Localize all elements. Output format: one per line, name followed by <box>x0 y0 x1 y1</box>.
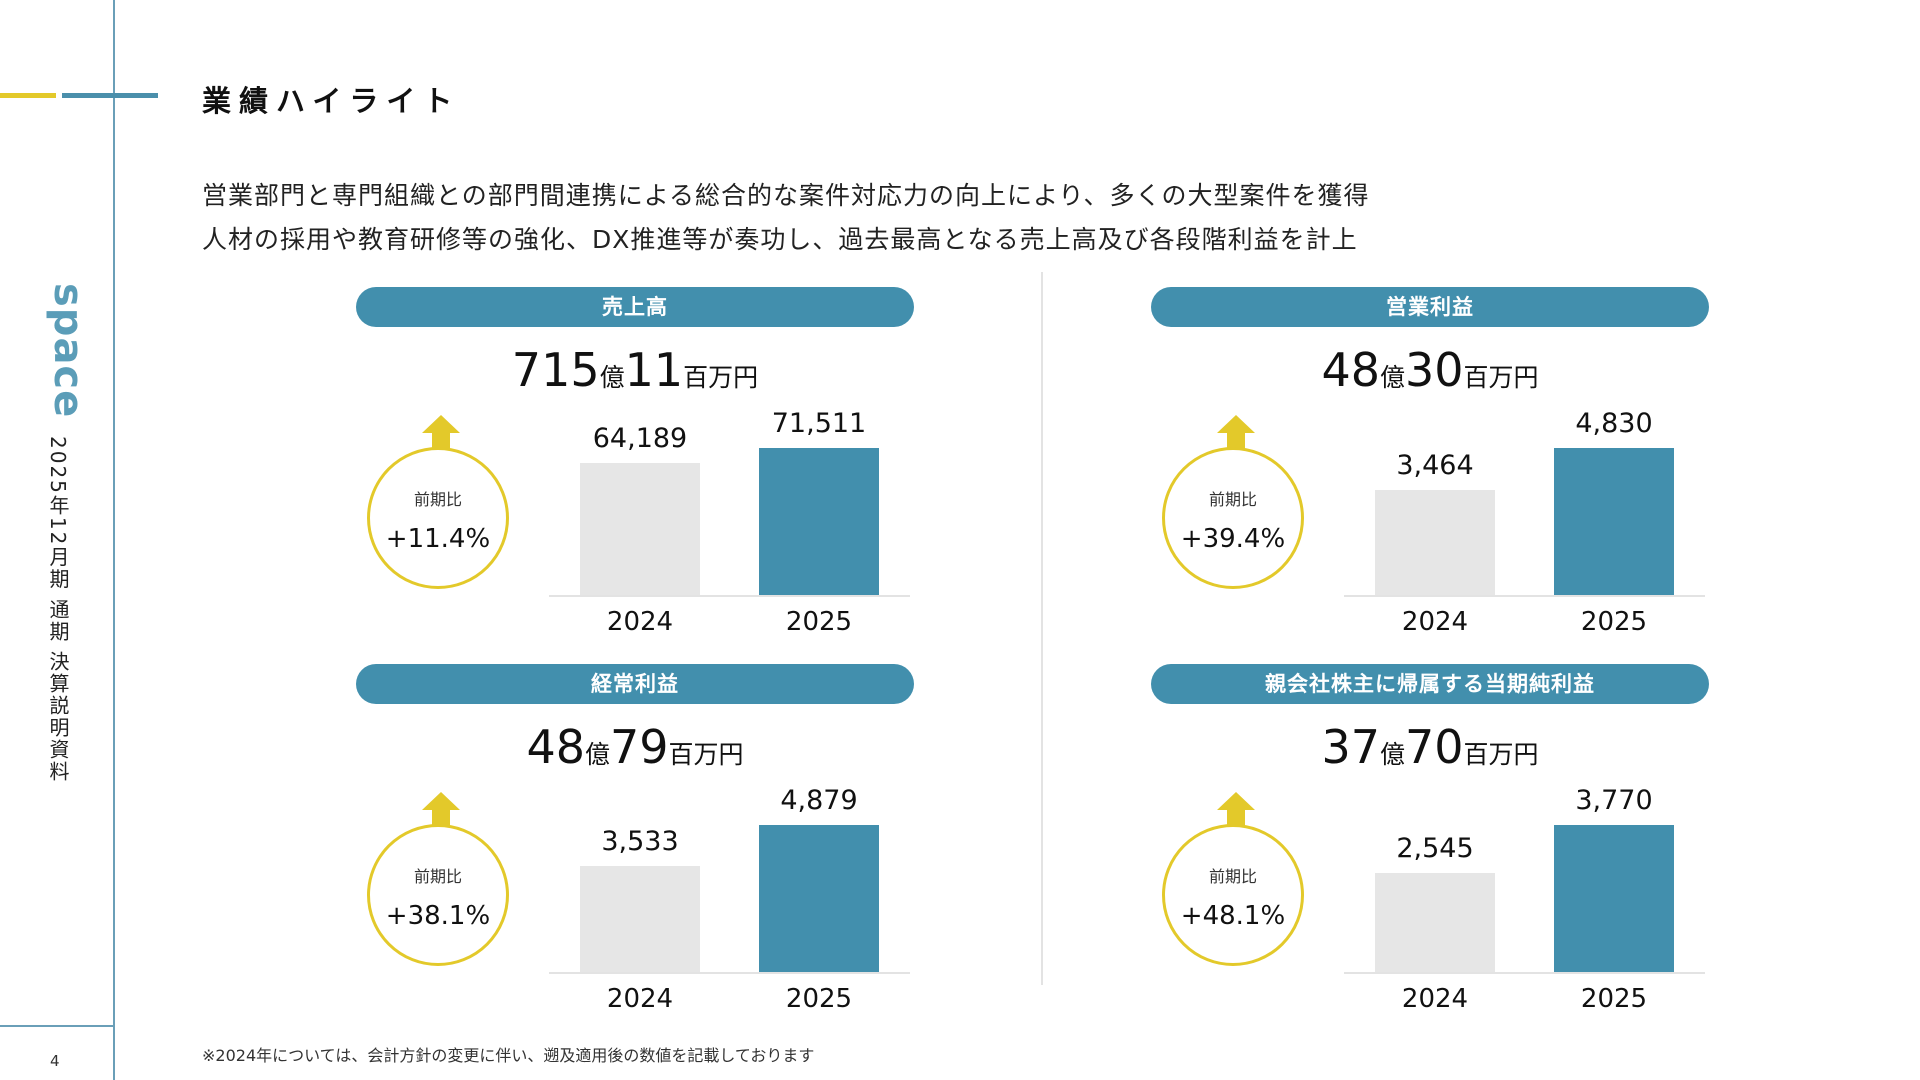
yoy-value: +11.4% <box>385 524 491 554</box>
bar-value-label: 4,879 <box>780 785 858 816</box>
headline-oku-unit: 億 <box>599 363 625 392</box>
x-tick-label: 2024 <box>606 607 674 637</box>
lead-line-1: 営業部門と専門組織との部門間連携による総合的な案件対応力の向上により、多くの大型… <box>202 181 1370 210</box>
accent-bar-blue <box>62 93 158 98</box>
headline-million-unit: 百万円 <box>668 740 744 769</box>
x-tick-label: 2025 <box>1580 607 1648 637</box>
headline-million: 79 <box>610 720 669 774</box>
yoy-label: 前期比 <box>1208 867 1257 886</box>
headline-value: 48億30百万円 <box>1151 343 1709 397</box>
chart-baseline <box>549 595 910 597</box>
headline-oku-unit: 億 <box>1379 740 1405 769</box>
headline-oku: 48 <box>1321 343 1380 397</box>
headline-oku-unit: 億 <box>584 740 610 769</box>
headline-oku-unit: 億 <box>1379 363 1405 392</box>
up-arrow-icon <box>422 415 460 449</box>
panel-title: 営業利益 <box>1151 287 1709 327</box>
bar-2025 <box>1554 825 1674 972</box>
bar-2025 <box>1554 448 1674 595</box>
headline-oku: 715 <box>511 343 600 397</box>
yoy-circle: 前期比 +48.1% <box>1162 824 1304 966</box>
headline-oku: 48 <box>526 720 585 774</box>
bar-2025 <box>759 825 879 972</box>
headline-value: 48億79百万円 <box>356 720 914 774</box>
panel-title: 売上高 <box>356 287 914 327</box>
chart-baseline <box>1344 972 1705 974</box>
yoy-value: +38.1% <box>385 901 491 931</box>
bar-2025 <box>759 448 879 595</box>
x-tick-label: 2024 <box>1401 607 1469 637</box>
panel-net-income: 親会社株主に帰属する当期純利益 37億70百万円前期比 +48.1% 2,545 202… <box>1151 664 1709 1024</box>
panel-ordinary-profit: 経常利益 48億79百万円前期比 +38.1% 3,533 2024 4,879 2025 <box>356 664 914 1024</box>
x-tick-label: 2025 <box>785 984 853 1014</box>
bar-value-label: 71,511 <box>771 408 867 439</box>
yoy-circle: 前期比 +39.4% <box>1162 447 1304 589</box>
document-subtitle: 2025年12月期 通期 決算説明資料 <box>46 436 70 784</box>
footer-divider <box>0 1025 114 1027</box>
bar-value-label: 64,189 <box>592 423 688 455</box>
chart-baseline <box>1344 595 1705 597</box>
headline-million: 70 <box>1405 720 1464 774</box>
headline-million-unit: 百万円 <box>1463 363 1539 392</box>
panel-title: 親会社株主に帰属する当期純利益 <box>1151 664 1709 704</box>
accent-bar-yellow <box>0 93 56 98</box>
panel-net-sales: 売上高 715億11百万円前期比 +11.4% 64,189 2024 71,511 202… <box>356 287 914 647</box>
headline-million: 11 <box>624 343 684 397</box>
bar-value-label: 2,545 <box>1396 832 1474 864</box>
footnote: ※2024年については、会計方針の変更に伴い、遡及適用後の数値を記載しております <box>202 1046 815 1065</box>
bar-2024 <box>1375 872 1495 972</box>
up-arrow-icon <box>1217 792 1255 826</box>
page-title: 業績ハイライト <box>202 84 461 118</box>
x-tick-label: 2024 <box>606 984 674 1014</box>
yoy-value: +39.4% <box>1180 524 1286 554</box>
x-tick-label: 2025 <box>1580 984 1648 1014</box>
headline-oku: 37 <box>1321 720 1380 774</box>
x-tick-label: 2024 <box>1401 984 1469 1014</box>
headline-value: 715億11百万円 <box>356 343 914 397</box>
bar-value-label: 3,533 <box>601 825 679 857</box>
panel-operating-profit: 営業利益 48億30百万円前期比 +39.4% 3,464 2024 4,830 2025 <box>1151 287 1709 647</box>
headline-value: 37億70百万円 <box>1151 720 1709 774</box>
panel-divider <box>1041 272 1043 985</box>
yoy-value: +48.1% <box>1180 901 1286 931</box>
bar-2024 <box>580 463 700 595</box>
yoy-circle: 前期比 +11.4% <box>367 447 509 589</box>
bar-2024 <box>1375 489 1495 595</box>
bar-value-label: 3,464 <box>1396 449 1474 481</box>
page-number: 4 <box>50 1052 60 1070</box>
headline-million-unit: 百万円 <box>683 363 759 392</box>
up-arrow-icon <box>422 792 460 826</box>
x-tick-label: 2025 <box>785 607 853 637</box>
bar-value-label: 3,770 <box>1575 785 1653 816</box>
chart-baseline <box>549 972 910 974</box>
headline-million-unit: 百万円 <box>1463 740 1539 769</box>
bar-value-label: 4,830 <box>1575 408 1653 439</box>
yoy-label: 前期比 <box>413 867 462 886</box>
sidebar-divider <box>113 0 115 1080</box>
yoy-circle: 前期比 +38.1% <box>367 824 509 966</box>
yoy-label: 前期比 <box>1208 490 1257 509</box>
headline-million: 30 <box>1405 343 1464 397</box>
yoy-label: 前期比 <box>413 490 462 509</box>
up-arrow-icon <box>1217 415 1255 449</box>
panel-title: 経常利益 <box>356 664 914 704</box>
bar-2024 <box>580 865 700 972</box>
lead-line-2: 人材の採用や教育研修等の強化、DX推進等が奏功し、過去最高となる売上高及び各段階… <box>202 225 1358 254</box>
space-logo: space <box>45 283 91 419</box>
